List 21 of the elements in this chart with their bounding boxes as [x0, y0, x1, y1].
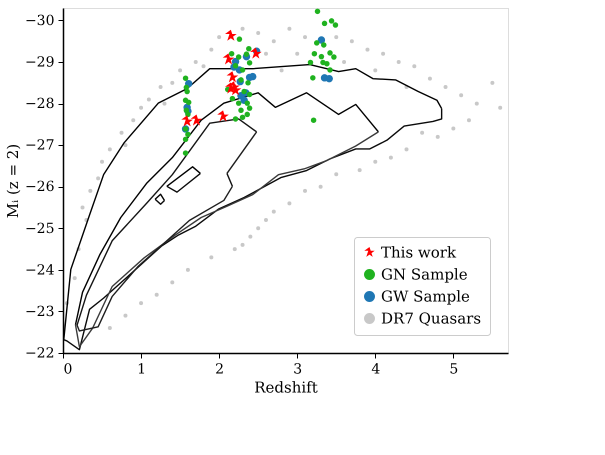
y-tick-label: −22 — [24, 346, 54, 362]
y-tick-label: −29 — [24, 54, 54, 71]
y-tick-label: −28 — [24, 96, 54, 112]
y-tick-label: −25 — [24, 220, 54, 237]
x-tick-label: 5 — [449, 362, 458, 378]
legend-label: GW Sample — [381, 288, 470, 306]
x-tick-label: 2 — [215, 362, 224, 378]
x-tick-label: 4 — [371, 362, 380, 378]
legend-label: This work — [381, 244, 457, 262]
y-tick-label: −23 — [24, 304, 54, 320]
x-tick-label: 0 — [64, 362, 72, 378]
legend-label: GN Sample — [381, 266, 468, 284]
x-tick-label: 3 — [293, 362, 302, 378]
y-tick-label: −30 — [24, 12, 54, 29]
x-tick-label: 1 — [137, 362, 146, 378]
y-tick-label: −24 — [24, 262, 55, 278]
legend-label: DR7 Quasars — [381, 310, 482, 328]
y-axis-title: Mᵢ (z = 2) — [4, 144, 22, 218]
y-tick-label: −27 — [24, 138, 54, 154]
x-axis-title: Redshift — [254, 378, 318, 396]
y-tick-label: −26 — [24, 179, 55, 196]
